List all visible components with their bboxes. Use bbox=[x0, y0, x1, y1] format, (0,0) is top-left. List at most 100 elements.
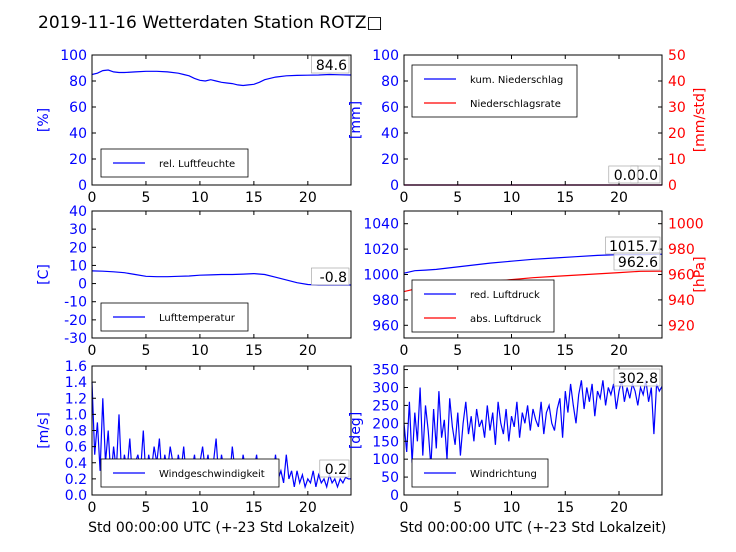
y-tick-label: 0 bbox=[78, 277, 87, 293]
y-tick-label: 80 bbox=[381, 74, 399, 90]
x-tick-label: 10 bbox=[191, 190, 209, 206]
y-axis-label: [deg] bbox=[348, 412, 364, 449]
y2-tick-label: 30 bbox=[668, 100, 686, 116]
y-tick-label: -10 bbox=[64, 295, 87, 311]
x-tick-label: 0 bbox=[88, 190, 97, 206]
x-tick-label: 0 bbox=[400, 500, 409, 516]
y-tick-label: 0.8 bbox=[65, 424, 87, 440]
x-axis-label: Std 00:00:00 UTC (+-23 Std Lokalzeit) bbox=[400, 520, 667, 536]
y2-tick-label: 920 bbox=[668, 318, 695, 334]
x-tick-label: 20 bbox=[610, 343, 628, 359]
y-tick-label: 0 bbox=[390, 488, 399, 504]
y2-tick-label: 40 bbox=[668, 74, 686, 90]
legend-label: abs. Luftdruck bbox=[470, 314, 541, 325]
y-tick-label: 0 bbox=[78, 178, 87, 194]
plot-frame bbox=[91, 54, 352, 186]
legend-label: kum. Niederschlag bbox=[470, 75, 563, 86]
y-axis-label: [mm] bbox=[348, 101, 364, 139]
x-tick-label: 10 bbox=[191, 500, 209, 516]
x-tick-label: 20 bbox=[299, 500, 317, 516]
legend: Windrichtung bbox=[411, 458, 549, 488]
value-annotation-box bbox=[319, 459, 350, 478]
y-tick-label: 40 bbox=[381, 126, 399, 142]
y-tick-label: 250 bbox=[372, 398, 399, 414]
y-tick-label: 0 bbox=[390, 178, 399, 194]
y-tick-label: 200 bbox=[372, 416, 399, 432]
x-tick-label: 20 bbox=[299, 190, 317, 206]
legend: Windgeschwindigkeit bbox=[100, 458, 280, 488]
plot-frame bbox=[91, 210, 352, 339]
legend-label: Niederschlagsrate bbox=[470, 99, 561, 110]
y2-tick-label: 10 bbox=[668, 152, 686, 168]
y-tick-label: 1000 bbox=[363, 268, 399, 284]
series-line-lufttemperatur bbox=[91, 270, 351, 286]
value-annotation-box bbox=[613, 368, 661, 387]
y-tick-label: 100 bbox=[372, 48, 399, 64]
y-tick-label: 1040 bbox=[363, 217, 399, 233]
y-tick-label: 20 bbox=[69, 152, 87, 168]
y-tick-label: 50 bbox=[381, 470, 399, 486]
x-tick-label: 10 bbox=[191, 343, 209, 359]
panel-temperature: 0 5 10 15 20 -30 -20 -10 0 10 20 30 40 [C] Lufttempera… bbox=[36, 204, 352, 359]
x-axis-label: Std 00:00:00 UTC (+-23 Std Lokalzeit) bbox=[88, 520, 355, 536]
value-annotation-box bbox=[311, 267, 350, 286]
x-tick-label: 10 bbox=[503, 190, 521, 206]
series-line-windrichtung bbox=[403, 380, 663, 467]
x-tick-label: 20 bbox=[610, 500, 628, 516]
y-tick-label: 60 bbox=[381, 100, 399, 116]
y-axis-label: [%] bbox=[36, 108, 52, 132]
plot-frame bbox=[403, 365, 663, 496]
y-tick-label: 0.0 bbox=[65, 488, 87, 504]
x-tick-label: 15 bbox=[245, 343, 263, 359]
value-annotation-box bbox=[311, 55, 350, 74]
legend: red. Luftdruck abs. Luftdruck bbox=[411, 279, 555, 333]
y-tick-label: 0.2 bbox=[65, 472, 87, 488]
panel-humidity: 0 5 10 15 20 0 20 40 60 80 100 [%] rel. Luftfeuchte 8… bbox=[36, 48, 352, 206]
y-tick-label: 20 bbox=[381, 152, 399, 168]
y-tick-label: 300 bbox=[372, 381, 399, 397]
x-tick-label: 20 bbox=[610, 190, 628, 206]
panel-pressure: 0 5 10 15 20 960 980 1000 1020 1040 920 940 960 980 10… bbox=[363, 210, 708, 359]
y-tick-label: -30 bbox=[64, 331, 87, 347]
y2-tick-label: 980 bbox=[668, 242, 695, 258]
figure-title: 2019-11-16 Wetterdaten Station ROTZ□ bbox=[38, 13, 383, 33]
series-line-red-luftdruck bbox=[403, 253, 663, 274]
y-tick-label: 150 bbox=[372, 434, 399, 450]
y-tick-label: 960 bbox=[372, 318, 399, 334]
y-tick-label: 980 bbox=[372, 293, 399, 309]
x-tick-label: 15 bbox=[556, 343, 574, 359]
y-axis-label: [C] bbox=[36, 264, 52, 285]
y2-tick-label: 960 bbox=[668, 268, 695, 284]
x-tick-label: 10 bbox=[503, 343, 521, 359]
y-tick-label: 40 bbox=[69, 204, 87, 220]
legend-box bbox=[411, 64, 578, 118]
value-annotation-box bbox=[608, 165, 639, 184]
legend: Lufttemperatur bbox=[100, 302, 249, 332]
y2-tick-label: 1000 bbox=[668, 217, 704, 233]
panel-precipitation: 0 5 10 15 20 0 20 40 60 80 100 0 10 20 30 40 50 [mm] [mm/s… bbox=[348, 48, 708, 206]
y-axis-label: [m/s] bbox=[36, 412, 52, 449]
x-tick-label: 5 bbox=[141, 190, 150, 206]
value-annotation: 962.6 bbox=[618, 255, 658, 271]
x-tick-label: 5 bbox=[141, 343, 150, 359]
y2-tick-label: 50 bbox=[668, 48, 686, 64]
y2-axis-label: [hPa] bbox=[692, 256, 708, 292]
y-tick-label: 60 bbox=[69, 100, 87, 116]
y-tick-label: 1.2 bbox=[65, 391, 87, 407]
y-tick-label: 100 bbox=[372, 452, 399, 468]
y-tick-label: 100 bbox=[60, 48, 87, 64]
series-line-rel-luftfeuchte bbox=[91, 69, 352, 87]
y-tick-label: 1.6 bbox=[65, 359, 87, 375]
x-tick-label: 0 bbox=[400, 343, 409, 359]
y-tick-label: 80 bbox=[69, 74, 87, 90]
y2-tick-label: 0 bbox=[668, 178, 677, 194]
legend-label: Windrichtung bbox=[470, 469, 537, 480]
x-tick-label: 0 bbox=[400, 190, 409, 206]
y-tick-label: 40 bbox=[69, 126, 87, 142]
plot-frame bbox=[403, 54, 663, 186]
y-tick-label: 20 bbox=[69, 240, 87, 256]
panel-wind_speed: 0 5 10 15 200.00.20.40.60.81.01.21.41.6[m/s]… bbox=[36, 359, 355, 536]
x-tick-label: 20 bbox=[299, 343, 317, 359]
y-tick-label: 0.4 bbox=[65, 456, 87, 472]
